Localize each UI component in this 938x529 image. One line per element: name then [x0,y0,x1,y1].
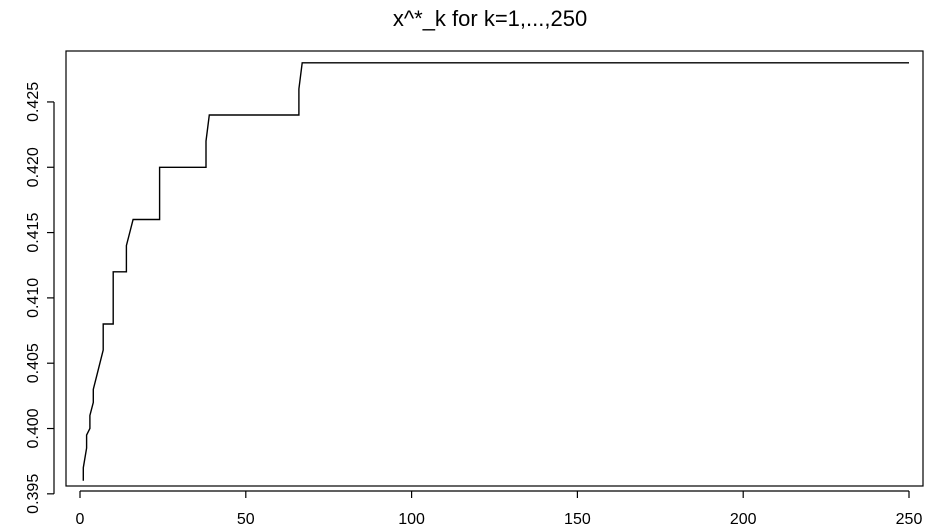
series-layer [82,62,909,481]
y-tick-label: 0.415 [25,212,42,252]
x-tick-label: 50 [237,511,255,528]
x-tick-label: 0 [76,511,85,528]
x-tick-label: 100 [398,511,425,528]
y-tick-label: 0.425 [25,82,42,122]
y-tick-label: 0.405 [25,343,42,383]
chart-title: x^*_k for k=1,...,250 [393,6,587,31]
series-line [82,62,909,481]
y-axis: 0.395 0.400 0.405 0.410 0.415 0.420 0.425 [25,82,55,514]
y-tick-label: 0.410 [25,278,42,318]
y-tick-label: 0.420 [25,147,42,187]
x-tick-label: 200 [730,511,757,528]
y-tick-label: 0.395 [25,474,42,514]
x-tick-label: 250 [896,511,923,528]
plot-frame [65,50,924,487]
x-tick-label: 150 [564,511,591,528]
x-axis: 0 50 100 150 200 250 [76,490,923,528]
y-tick-label: 0.400 [25,408,42,448]
